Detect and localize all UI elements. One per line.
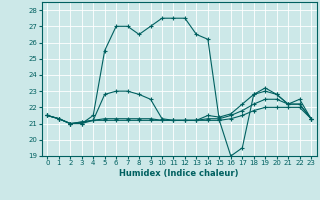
X-axis label: Humidex (Indice chaleur): Humidex (Indice chaleur)	[119, 169, 239, 178]
